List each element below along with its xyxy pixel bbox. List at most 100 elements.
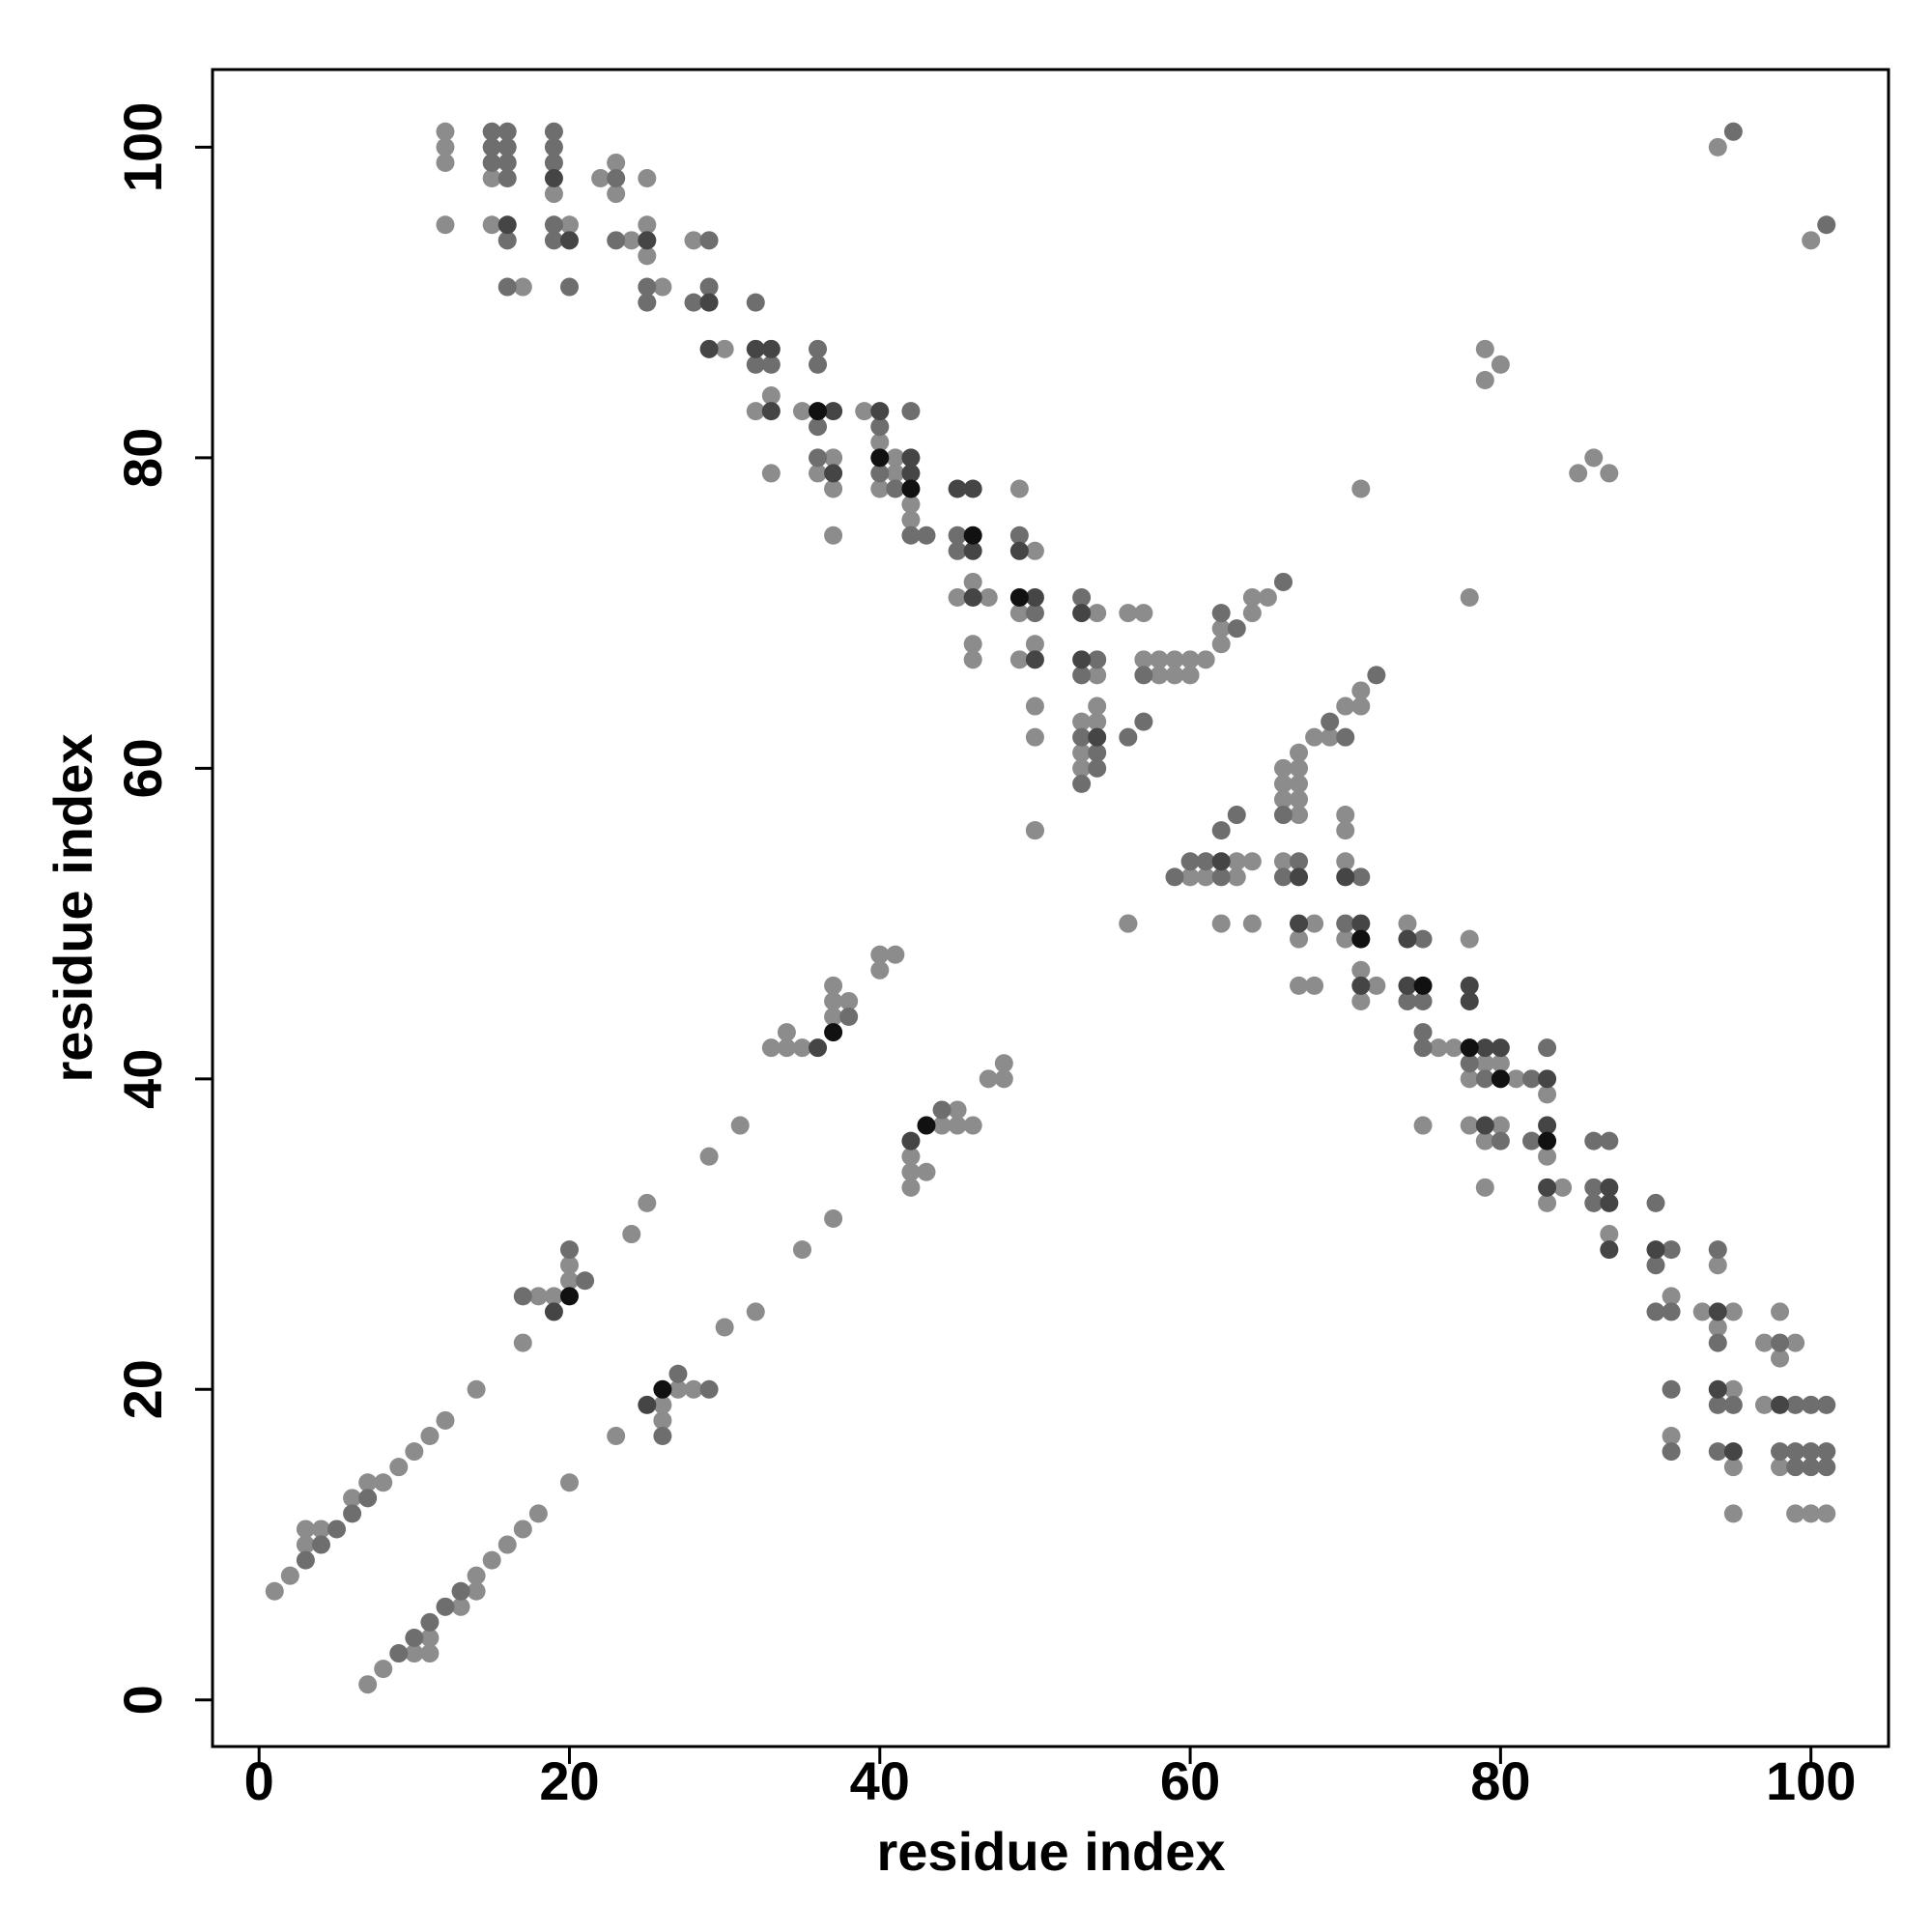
point bbox=[1273, 572, 1293, 591]
point bbox=[932, 1116, 952, 1135]
point bbox=[1662, 1442, 1681, 1462]
point bbox=[607, 169, 626, 188]
point bbox=[296, 1520, 315, 1539]
point bbox=[1180, 867, 1200, 887]
point bbox=[1413, 976, 1433, 995]
point bbox=[746, 1302, 765, 1321]
point bbox=[1273, 806, 1293, 825]
point bbox=[1336, 914, 1355, 933]
point bbox=[1538, 1178, 1557, 1197]
point bbox=[1817, 1504, 1836, 1523]
point bbox=[559, 277, 579, 297]
point bbox=[901, 1178, 921, 1197]
point bbox=[1802, 1395, 1821, 1414]
point bbox=[1600, 1225, 1619, 1244]
point bbox=[1786, 1442, 1805, 1462]
point bbox=[824, 448, 843, 468]
point bbox=[1460, 1054, 1479, 1073]
point bbox=[1211, 635, 1231, 654]
point bbox=[870, 960, 890, 980]
point bbox=[668, 1379, 688, 1399]
point bbox=[870, 433, 890, 452]
point bbox=[809, 355, 828, 374]
point bbox=[559, 1473, 579, 1492]
point bbox=[1692, 1302, 1712, 1321]
point bbox=[374, 1660, 393, 1679]
point bbox=[1460, 929, 1479, 949]
point bbox=[792, 1240, 811, 1260]
point bbox=[1460, 976, 1479, 995]
point bbox=[638, 169, 657, 188]
point bbox=[327, 1520, 347, 1539]
point bbox=[1321, 712, 1340, 731]
point bbox=[761, 386, 781, 406]
point bbox=[792, 1038, 811, 1058]
point bbox=[1134, 712, 1153, 731]
point bbox=[1088, 666, 1107, 685]
point bbox=[1584, 448, 1604, 468]
point bbox=[1211, 821, 1231, 840]
point bbox=[1196, 867, 1215, 887]
point bbox=[1398, 929, 1417, 949]
point bbox=[963, 588, 982, 608]
point bbox=[653, 1379, 672, 1399]
point bbox=[1119, 727, 1138, 747]
x-tick-label: 0 bbox=[244, 1750, 274, 1811]
point bbox=[1802, 1504, 1821, 1523]
point bbox=[746, 355, 765, 374]
point bbox=[1351, 991, 1371, 1010]
point bbox=[420, 1427, 440, 1446]
point bbox=[901, 510, 921, 529]
point bbox=[870, 464, 890, 483]
point bbox=[1072, 650, 1092, 669]
point bbox=[1367, 666, 1386, 685]
point bbox=[1025, 541, 1044, 560]
point bbox=[1600, 1240, 1619, 1260]
point bbox=[1088, 696, 1107, 716]
point bbox=[917, 1162, 936, 1181]
point bbox=[482, 137, 501, 156]
point bbox=[1771, 1442, 1790, 1462]
point bbox=[1180, 650, 1200, 669]
point bbox=[1150, 650, 1169, 669]
point bbox=[1351, 696, 1371, 716]
point bbox=[948, 1100, 967, 1120]
point bbox=[296, 1550, 315, 1570]
point bbox=[777, 1038, 796, 1058]
point bbox=[513, 1520, 532, 1539]
point bbox=[979, 588, 998, 608]
y-tick-label: 100 bbox=[112, 102, 173, 192]
x-tick-label: 40 bbox=[850, 1750, 910, 1811]
point bbox=[699, 339, 719, 358]
point bbox=[1771, 1349, 1790, 1368]
point bbox=[1538, 1147, 1557, 1166]
point bbox=[1025, 588, 1044, 608]
point bbox=[1662, 1240, 1681, 1260]
point bbox=[1569, 464, 1588, 483]
point bbox=[1088, 604, 1107, 623]
point bbox=[497, 122, 517, 141]
point bbox=[1367, 976, 1386, 995]
point bbox=[824, 976, 843, 995]
point bbox=[1723, 1442, 1743, 1462]
point bbox=[1538, 1131, 1557, 1151]
point bbox=[1351, 960, 1371, 980]
point bbox=[467, 1566, 486, 1585]
point bbox=[1491, 1131, 1510, 1151]
point bbox=[1290, 976, 1309, 995]
point bbox=[1413, 1023, 1433, 1042]
point bbox=[1491, 355, 1510, 374]
point bbox=[1165, 867, 1184, 887]
point bbox=[730, 1116, 750, 1135]
point bbox=[1771, 1458, 1790, 1477]
point bbox=[1305, 914, 1324, 933]
plot-frame bbox=[211, 68, 1890, 1748]
point bbox=[528, 1287, 548, 1306]
point bbox=[699, 293, 719, 312]
point bbox=[436, 122, 455, 141]
point bbox=[544, 1287, 563, 1306]
point bbox=[1273, 789, 1293, 809]
point bbox=[901, 1147, 921, 1166]
point bbox=[963, 572, 982, 591]
